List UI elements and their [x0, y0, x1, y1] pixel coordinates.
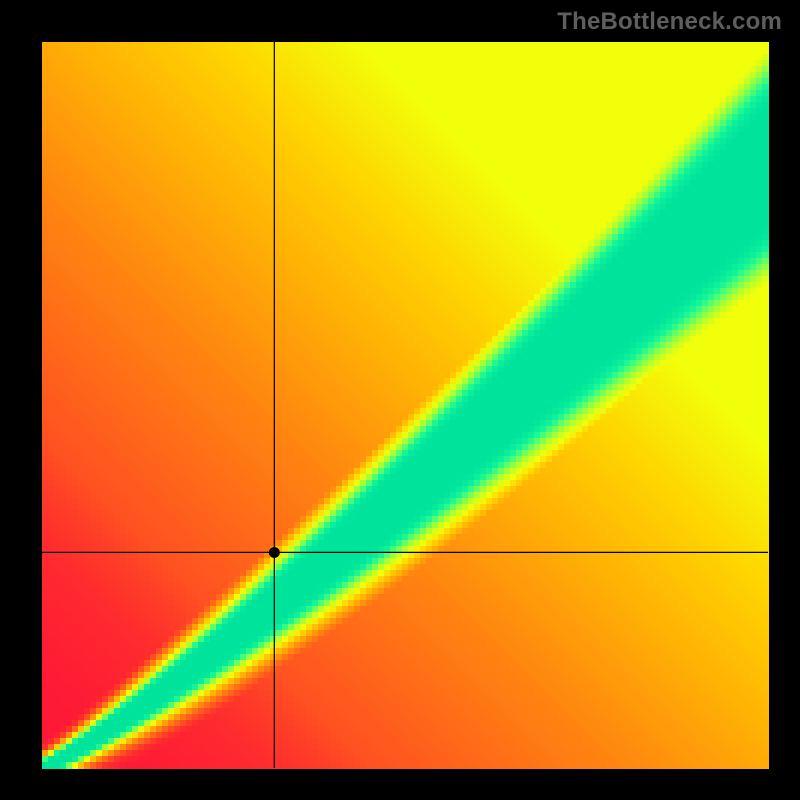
chart-container: TheBottleneck.com	[0, 0, 800, 800]
heatmap-canvas	[0, 0, 800, 800]
watermark-text: TheBottleneck.com	[557, 8, 782, 36]
